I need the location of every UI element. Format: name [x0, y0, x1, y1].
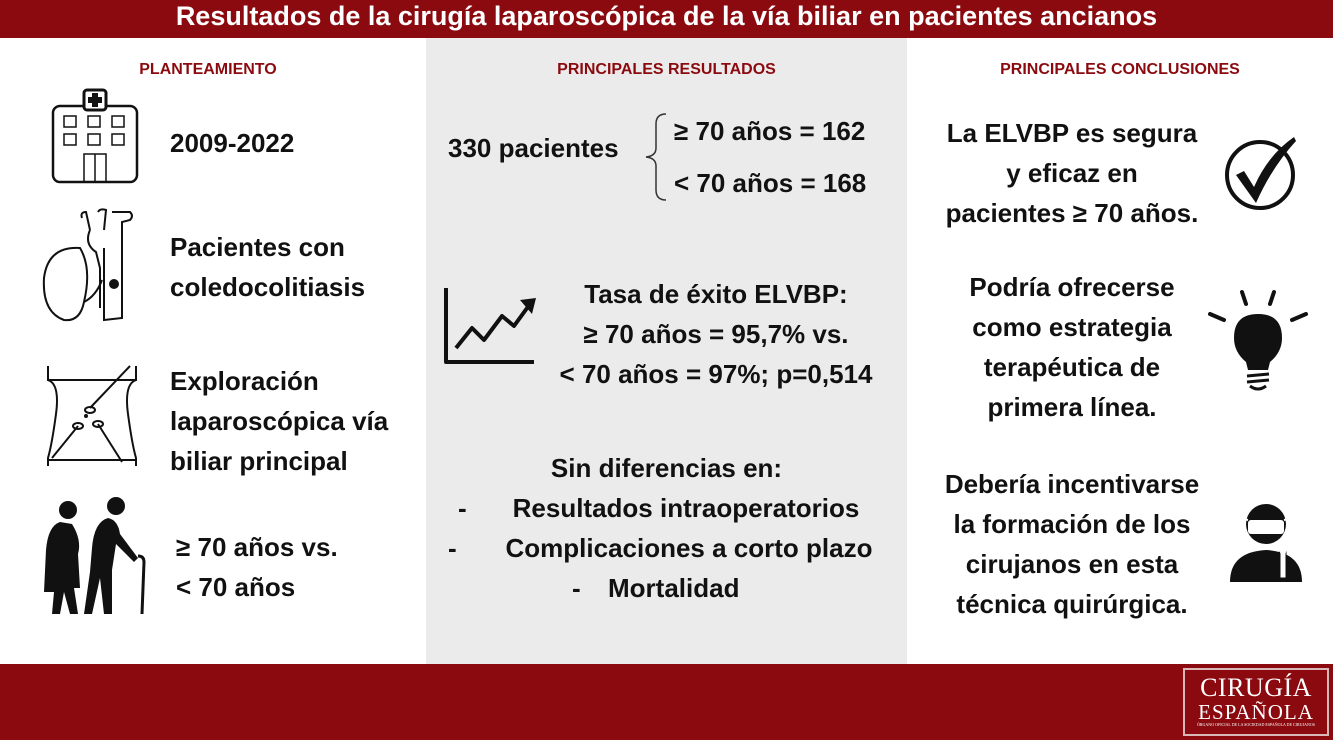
lightbulb-icon [1208, 290, 1308, 391]
conclusion-2: Podría ofrecerse como estrategia terapéu… [969, 272, 1175, 422]
no-diff-title: Sin diferencias en: [550, 453, 783, 483]
success-rate-block: Tasa de éxito ELVBP: ≥ 70 años = 95,7% v… [559, 279, 873, 389]
patients-brace [645, 113, 667, 201]
conclusiones-heading: PRINCIPALES CONCLUSIONES [1000, 61, 1240, 78]
patients-total: 330 pacientes [448, 133, 619, 163]
planteamiento-item-1: 2009-2022 [170, 128, 295, 158]
cirugia-espanola-logo: CIRUGÍA ESPAÑOLA ÓRGANO OFICIAL DE LA SO… [1183, 668, 1329, 736]
planteamiento-item-2: Pacientes con coledocolitiasis [170, 232, 366, 302]
planteamiento-item-4: ≥ 70 años vs. < 70 años [176, 532, 338, 602]
trend-chart-icon [444, 288, 536, 364]
laparoscopy-icon [47, 365, 137, 466]
no-diff-item-1: Resultados intraoperatorios [512, 493, 860, 523]
resultados-heading: PRINCIPALES RESULTADOS [557, 61, 776, 78]
footer-band [0, 664, 1333, 740]
no-diff-bullet-3: - [572, 573, 581, 603]
conclusion-3: Debería incentivarse la formación de los… [944, 469, 1200, 619]
no-diff-item-2: Complicaciones a corto plazo [505, 533, 873, 563]
hospital-icon [51, 88, 139, 184]
group-ge70: ≥ 70 años = 162 [674, 116, 866, 146]
checkmark-icon [1225, 137, 1296, 210]
elderly-couple-icon [44, 497, 146, 615]
gallbladder-icon [42, 208, 133, 322]
results-panel [426, 38, 907, 664]
surgeon-icon [1230, 504, 1302, 582]
no-diff-bullet-2: - [448, 533, 457, 563]
planteamiento-item-3: Exploración laparoscópica vía biliar pri… [170, 366, 389, 476]
no-diff-bullet-1: - [458, 493, 467, 523]
group-lt70: < 70 años = 168 [674, 168, 867, 198]
page-title: Resultados de la cirugía laparoscópica d… [0, 0, 1333, 38]
planteamiento-heading: PLANTEAMIENTO [139, 61, 277, 78]
conclusion-1: La ELVBP es segura y eficaz en pacientes… [945, 118, 1199, 228]
no-diff-item-3: Mortalidad [608, 573, 740, 603]
